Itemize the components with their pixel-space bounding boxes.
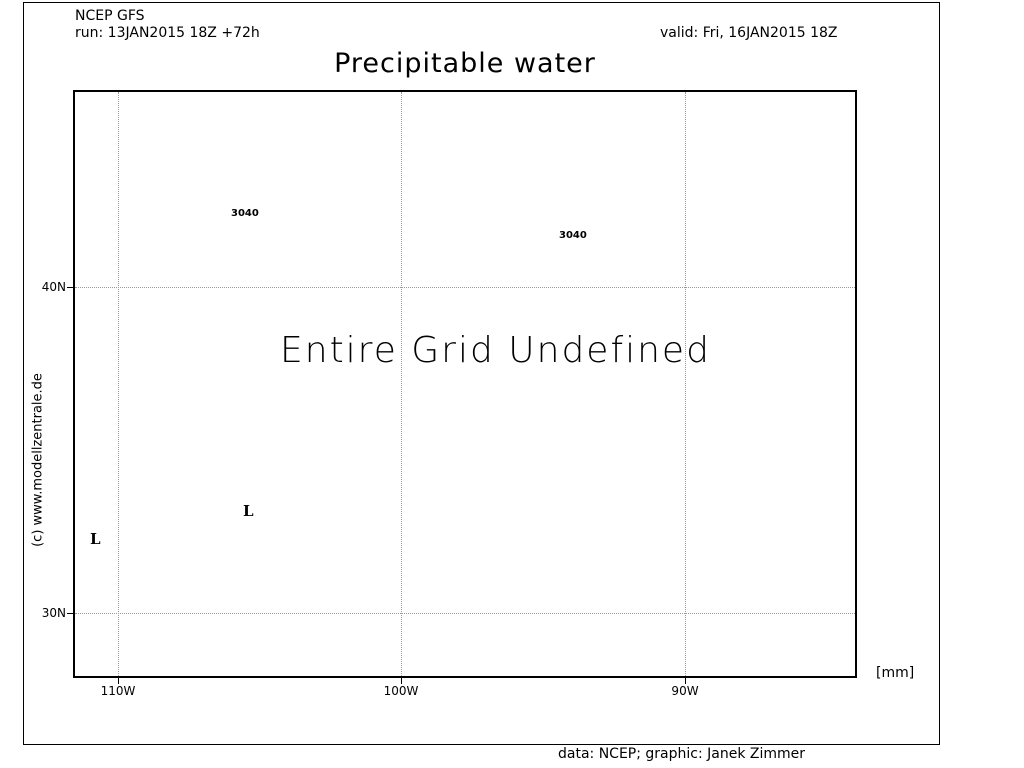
- x-label-100w: 100W: [383, 684, 419, 698]
- contour-label: 3040: [231, 208, 259, 219]
- tick-40n: [67, 287, 73, 288]
- gridline-90w: [685, 92, 686, 676]
- contour-label: 3040: [559, 230, 587, 241]
- low-pressure-marker: L: [243, 502, 254, 520]
- low-pressure-marker: L: [90, 530, 101, 548]
- valid-time: valid: Fri, 16JAN2015 18Z: [660, 25, 838, 41]
- tick-110w: [118, 678, 119, 684]
- side-credit: (c) www.modellzentrale.de: [30, 373, 46, 547]
- map-plot-area: [73, 90, 857, 678]
- gridline-40n: [75, 287, 855, 288]
- unit-label: [mm]: [876, 665, 915, 681]
- tick-100w: [401, 678, 402, 684]
- gridline-30n: [75, 613, 855, 614]
- run-info: run: 13JAN2015 18Z +72h: [75, 25, 260, 41]
- model-name: NCEP GFS: [75, 8, 145, 24]
- tick-90w: [685, 678, 686, 684]
- y-label-30n: 30N: [41, 606, 66, 620]
- x-label-90w: 90W: [671, 684, 699, 698]
- map-title: Precipitable water: [334, 48, 596, 79]
- gridline-100w: [401, 92, 402, 676]
- figure-frame: [23, 2, 940, 745]
- gridline-110w: [118, 92, 119, 676]
- tick-30n: [67, 613, 73, 614]
- x-label-110w: 110W: [100, 684, 136, 698]
- undefined-grid-message: Entire Grid Undefined: [280, 330, 711, 371]
- y-label-40n: 40N: [41, 280, 66, 294]
- bottom-credit: data: NCEP; graphic: Janek Zimmer: [558, 746, 806, 762]
